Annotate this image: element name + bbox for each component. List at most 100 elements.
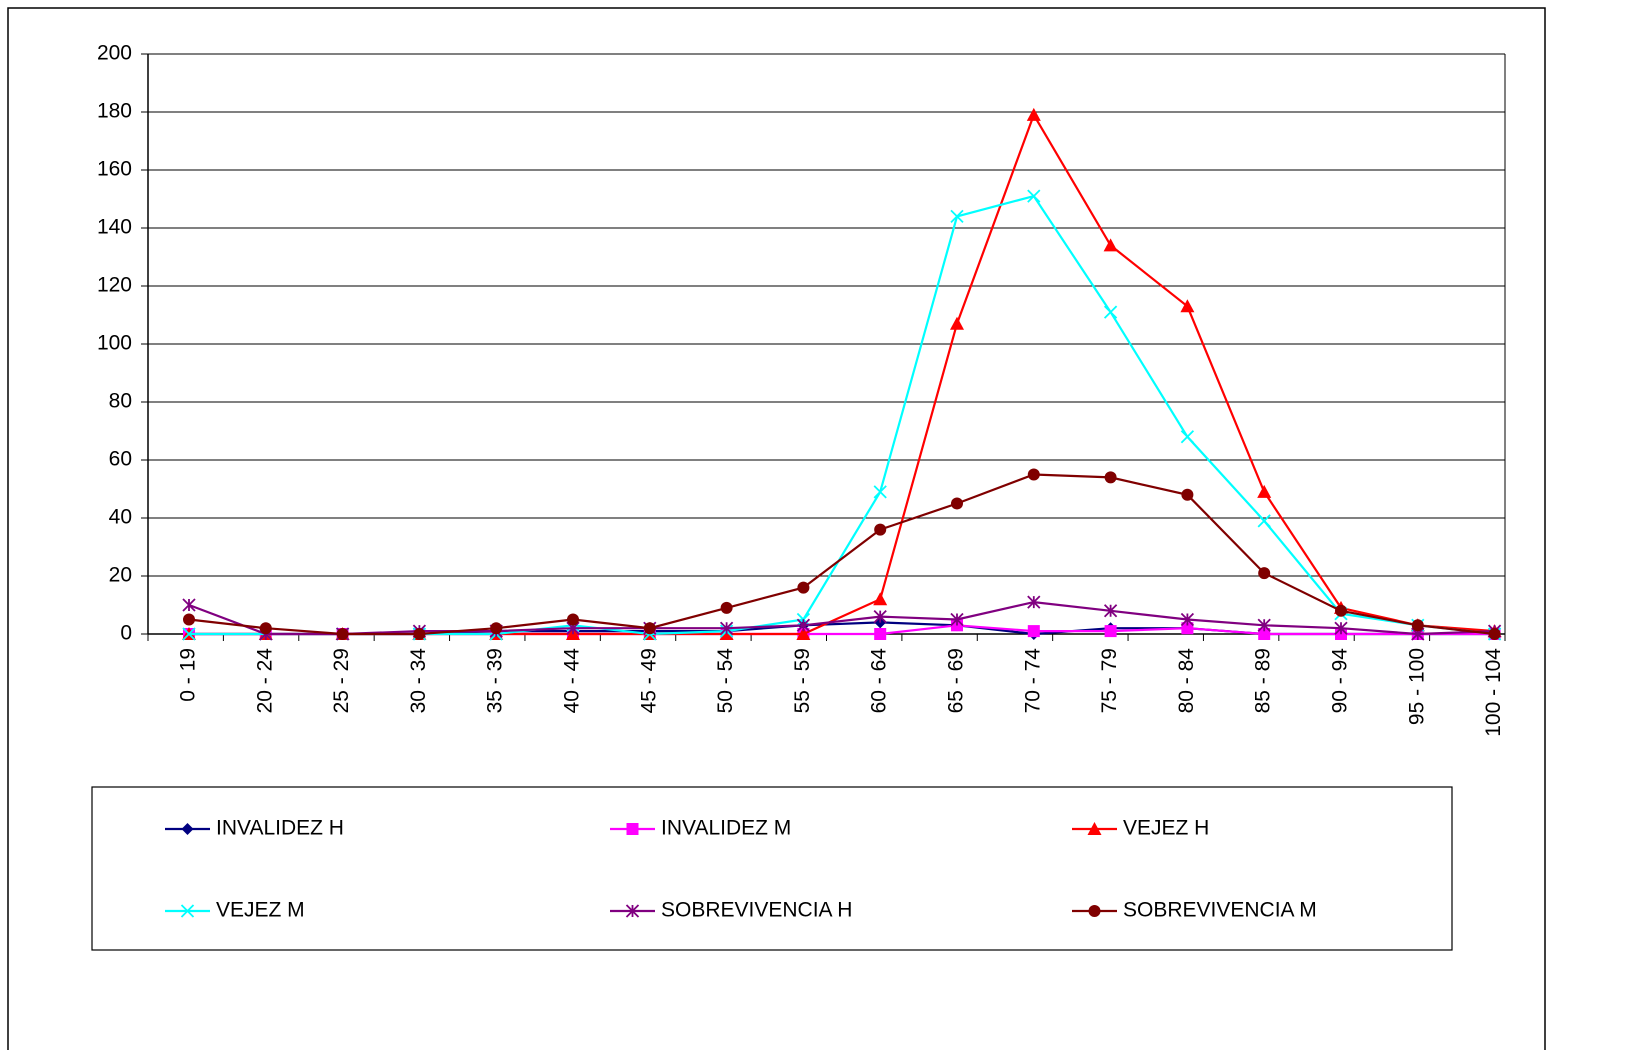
marker — [180, 904, 195, 918]
legend-label: SOBREVIVENCIA M — [1123, 899, 1317, 922]
legend-box — [91, 786, 1453, 951]
marker — [797, 581, 810, 594]
marker — [1411, 619, 1424, 632]
marker-shape — [1026, 107, 1041, 121]
marker — [183, 613, 195, 626]
y-tick-label: 60 — [109, 448, 132, 471]
marker-shape — [873, 592, 888, 606]
marker-shape — [1335, 604, 1347, 617]
legend-label: SOBREVIVENCIA H — [661, 899, 852, 922]
series-line — [188, 600, 1495, 636]
y-tick-label: 200 — [97, 42, 132, 65]
marker-shape — [873, 609, 887, 624]
marker — [950, 612, 964, 627]
marker — [1488, 628, 1501, 640]
marker-shape — [1088, 905, 1101, 917]
x-tick-label: 55 - 59 — [791, 648, 814, 713]
marker — [1103, 238, 1118, 252]
x-tick-label: 30 - 34 — [407, 648, 430, 714]
marker — [1027, 625, 1040, 638]
marker — [1258, 628, 1271, 640]
marker — [873, 485, 887, 499]
legend-label: VEJEZ H — [1123, 817, 1209, 840]
marker-shape — [950, 612, 964, 627]
marker-shape — [1027, 625, 1040, 638]
marker — [1180, 299, 1195, 313]
x-tick-label: 0 - 19 — [177, 648, 200, 702]
marker-shape — [1181, 488, 1194, 501]
marker — [490, 622, 503, 635]
x-tick-label: 50 - 54 — [714, 648, 737, 714]
x-tick-label: 20 - 24 — [253, 648, 276, 714]
marker — [1103, 604, 1118, 618]
marker-shape — [720, 601, 733, 614]
marker — [181, 823, 194, 835]
marker-shape — [874, 523, 887, 536]
marker — [336, 628, 349, 640]
marker — [1181, 488, 1194, 501]
marker-shape — [950, 209, 964, 224]
marker — [874, 523, 887, 536]
marker-shape — [1257, 514, 1271, 528]
marker-shape — [1181, 622, 1194, 635]
x-tick-label: 95 - 100 — [1405, 648, 1428, 725]
marker-shape — [336, 628, 349, 640]
marker-shape — [1104, 471, 1117, 484]
x-tick-label: 90 - 94 — [1329, 648, 1352, 714]
x-tick-label: 70 - 74 — [1021, 648, 1044, 714]
x-tick-label: 25 - 29 — [330, 648, 353, 713]
marker — [1027, 468, 1040, 481]
legend-label: INVALIDEZ H — [216, 817, 344, 840]
x-tick-label: 65 - 69 — [945, 648, 968, 713]
marker-shape — [796, 618, 811, 632]
marker-shape — [1180, 299, 1195, 313]
marker — [796, 618, 811, 632]
marker-shape — [1103, 305, 1118, 319]
marker-shape — [1087, 822, 1102, 835]
marker — [951, 497, 963, 510]
marker-shape — [182, 598, 196, 612]
series-line — [188, 473, 1495, 636]
marker-shape — [874, 628, 887, 640]
legend-label: INVALIDEZ M — [661, 817, 791, 840]
marker — [182, 627, 196, 641]
marker — [626, 823, 639, 835]
marker — [1104, 625, 1117, 638]
marker-shape — [1488, 628, 1501, 640]
x-tick-label: 45 - 49 — [637, 648, 660, 713]
marker-shape — [181, 823, 194, 835]
marker — [1026, 107, 1041, 121]
marker-shape — [1258, 567, 1271, 580]
marker — [182, 598, 196, 612]
marker — [1088, 905, 1101, 917]
marker-shape — [643, 622, 656, 635]
marker-shape — [1180, 430, 1195, 444]
x-tick-label: 85 - 89 — [1252, 648, 1275, 713]
marker-shape — [567, 613, 579, 626]
marker — [796, 627, 811, 640]
marker-shape — [797, 581, 810, 594]
y-tick-label: 180 — [97, 100, 132, 123]
y-tick-label: 100 — [97, 332, 132, 355]
marker-shape — [1103, 604, 1118, 618]
marker-shape — [180, 904, 195, 918]
marker-shape — [490, 622, 503, 635]
marker-shape — [1027, 595, 1041, 609]
marker — [720, 601, 733, 614]
marker — [413, 628, 426, 640]
marker-shape — [625, 904, 640, 918]
marker-shape — [413, 628, 426, 640]
x-tick-label: 80 - 84 — [1175, 648, 1198, 714]
marker-shape — [796, 627, 811, 640]
marker — [1027, 189, 1041, 203]
marker-shape — [626, 823, 639, 835]
marker — [1087, 822, 1102, 835]
marker — [1257, 514, 1271, 528]
x-tick-label: 60 - 64 — [868, 648, 891, 714]
y-tick-label: 120 — [97, 274, 132, 297]
y-tick-label: 80 — [109, 390, 132, 413]
marker — [1103, 305, 1118, 319]
marker — [1027, 595, 1041, 609]
marker — [567, 613, 579, 626]
